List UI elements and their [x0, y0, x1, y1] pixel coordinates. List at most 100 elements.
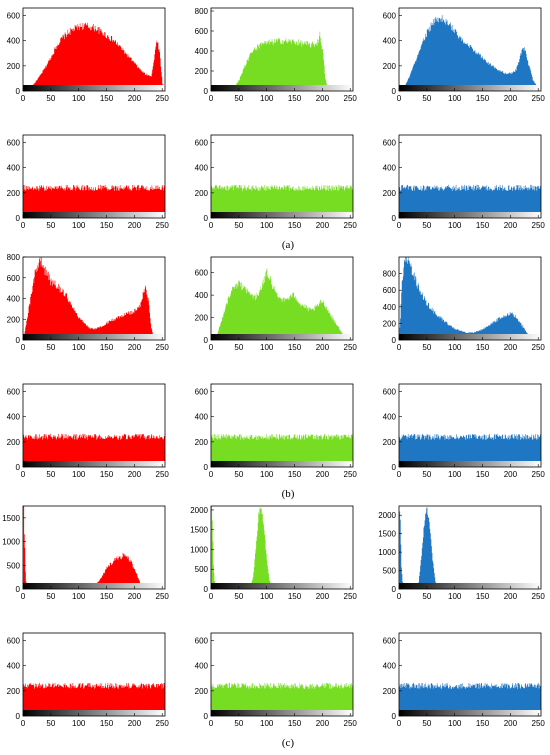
grayscale-bar [211, 334, 353, 340]
x-tick-label: 50 [46, 343, 55, 352]
y-tick-label: 0 [16, 463, 21, 472]
y-tick-label: 600 [195, 139, 209, 148]
y-tick-label: 400 [383, 662, 397, 671]
x-tick-label: 150 [100, 94, 114, 103]
x-tick-label: 250 [344, 470, 358, 479]
histogram-area-a-enc-g [211, 184, 353, 218]
histogram-area-c-enc-r [23, 682, 165, 716]
x-tick-label: 0 [397, 343, 402, 352]
y-tick-label: 400 [195, 47, 209, 56]
histogram-area-c-orig-r [23, 506, 165, 589]
histogram-area-b-orig-g [211, 268, 353, 340]
y-tick-label: 600 [383, 637, 397, 646]
x-tick-label: 150 [100, 592, 114, 601]
histogram-area-b-enc-r [23, 433, 165, 467]
x-tick-label: 150 [100, 470, 114, 479]
y-tick-label: 0 [392, 712, 397, 721]
x-tick-label: 50 [46, 719, 55, 728]
x-tick-label: 100 [72, 343, 86, 352]
axes-frame [398, 134, 542, 219]
histogram-area-b-enc-b [399, 433, 541, 467]
x-tick-label: 100 [448, 592, 462, 601]
y-tick-label: 600 [383, 12, 397, 21]
x-tick-label: 50 [422, 592, 431, 601]
grayscale-bar [211, 710, 353, 716]
y-tick-label: 600 [195, 269, 209, 278]
histogram-b-orig-b: 0 200 400 600 800 0 50 100 150 200 250 [383, 256, 545, 352]
grayscale-bar [211, 212, 353, 218]
x-tick-label: 100 [72, 592, 86, 601]
x-tick-label: 100 [260, 221, 274, 230]
grayscale-bar [23, 583, 165, 589]
x-tick-label: 50 [422, 221, 431, 230]
x-tick-label: 250 [532, 94, 546, 103]
y-tick-label: 200 [195, 67, 209, 76]
axes-frame [22, 383, 166, 468]
histogram-c-enc-b: 0 200 400 600 0 50 100 150 200 250 [383, 632, 546, 728]
y-tick-label: 200 [195, 438, 209, 447]
y-tick-label: 600 [383, 139, 397, 148]
caption-c: (c) [282, 737, 295, 749]
x-tick-label: 250 [156, 343, 170, 352]
x-tick-label: 0 [209, 592, 214, 601]
axes-frame [398, 256, 542, 341]
y-tick-label: 200 [7, 687, 21, 696]
histogram-b-enc-r: 0 200 400 600 0 50 100 150 200 250 [7, 383, 169, 479]
y-tick-label: 0 [204, 585, 209, 594]
y-tick-label: 600 [195, 637, 209, 646]
axes-frame [398, 7, 542, 92]
grayscale-bar [23, 212, 165, 218]
axes-frame [210, 7, 354, 92]
x-tick-label: 50 [234, 343, 243, 352]
axes-frame [210, 256, 354, 341]
histogram-area-a-orig-r [23, 22, 165, 91]
axes-frame [210, 134, 354, 219]
x-tick-label: 200 [316, 94, 330, 103]
grayscale-bar [23, 334, 165, 340]
y-tick-label: 200 [195, 314, 209, 323]
histogram-c-orig-g: 0 500 1000 1500 2000 0 50 100 150 200 250 [190, 505, 357, 601]
y-tick-label: 400 [7, 37, 21, 46]
x-tick-label: 50 [46, 592, 55, 601]
histogram-area-c-enc-g [211, 682, 353, 716]
y-tick-label: 200 [195, 687, 209, 696]
histogram-area-c-orig-g [211, 506, 353, 589]
x-tick-label: 200 [128, 221, 142, 230]
y-tick-label: 0 [392, 336, 397, 345]
x-tick-label: 100 [260, 343, 274, 352]
y-tick-label: 400 [383, 164, 397, 173]
x-tick-label: 100 [72, 719, 86, 728]
x-tick-label: 200 [128, 470, 142, 479]
x-tick-label: 0 [397, 94, 402, 103]
x-tick-label: 150 [100, 343, 114, 352]
y-tick-label: 600 [7, 12, 21, 21]
histogram-area-c-orig-b [399, 507, 541, 589]
y-tick-label: 0 [204, 712, 209, 721]
grayscale-bar [23, 461, 165, 467]
y-tick-label: 0 [204, 214, 209, 223]
x-tick-label: 200 [316, 470, 330, 479]
x-tick-label: 150 [476, 343, 490, 352]
x-tick-label: 100 [72, 470, 86, 479]
y-tick-label: 800 [7, 253, 21, 262]
x-tick-label: 50 [234, 94, 243, 103]
histogram-area-a-orig-g [211, 31, 353, 92]
x-tick-label: 200 [504, 94, 518, 103]
x-tick-label: 0 [397, 470, 402, 479]
x-tick-label: 250 [532, 719, 546, 728]
x-tick-label: 0 [397, 592, 402, 601]
y-tick-label: 600 [383, 388, 397, 397]
x-tick-label: 0 [21, 94, 26, 103]
y-tick-label: 500 [383, 567, 397, 576]
x-tick-label: 150 [476, 719, 490, 728]
grayscale-bar [23, 85, 165, 91]
x-tick-label: 50 [422, 719, 431, 728]
x-tick-label: 0 [21, 592, 26, 601]
x-tick-label: 50 [46, 94, 55, 103]
histogram-area-b-enc-g [211, 433, 353, 467]
y-tick-label: 400 [195, 413, 209, 422]
grayscale-bar [211, 461, 353, 467]
histogram-c-orig-b: 0 500 1000 1500 2000 0 50 100 150 200 250 [378, 505, 545, 601]
x-tick-label: 0 [21, 343, 26, 352]
histogram-b-enc-g: 0 200 400 600 0 50 100 150 200 250 [195, 383, 358, 479]
